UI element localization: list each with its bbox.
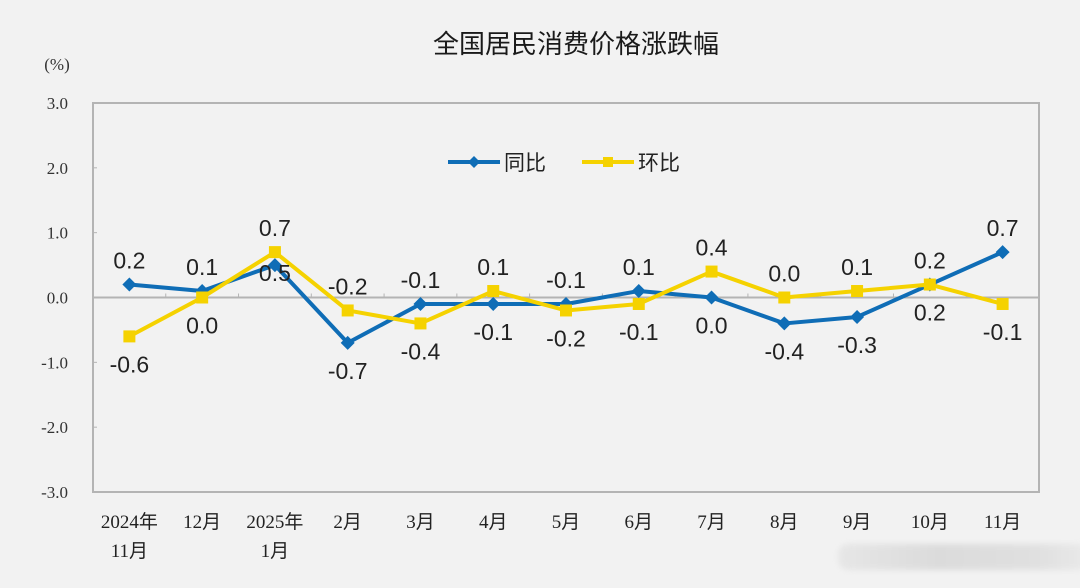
square-marker: [632, 297, 645, 310]
x-tick-label: 7月: [697, 512, 726, 533]
diamond-marker: [340, 335, 355, 350]
diamond-marker: [413, 296, 428, 311]
x-tick-label: 11月: [111, 541, 148, 562]
diamond-marker: [631, 284, 646, 299]
data-label: 0.1: [623, 254, 655, 280]
data-label: 0.7: [259, 215, 291, 241]
y-tick-label: -2.0: [41, 418, 68, 437]
data-label: -0.1: [546, 267, 586, 293]
y-tick-label: 1.0: [47, 224, 68, 243]
data-label: 0.0: [768, 261, 800, 287]
x-tick-label: 9月: [843, 512, 872, 533]
data-label: -0.1: [619, 319, 659, 345]
blurred-watermark: [838, 544, 1080, 570]
data-label: 0.5: [259, 260, 291, 286]
legend: 同比 环比: [448, 152, 680, 175]
square-marker: [341, 304, 354, 317]
square-marker: [778, 291, 791, 304]
legend-label: 同比: [504, 152, 546, 175]
square-marker: [560, 304, 572, 317]
square-marker: [414, 317, 427, 330]
legend-label: 环比: [638, 152, 680, 175]
y-tick-label: -3.0: [41, 483, 68, 502]
diamond-marker: [995, 245, 1010, 260]
square-marker: [705, 265, 718, 278]
data-label: -0.1: [401, 267, 441, 293]
x-tick-label: 4月: [479, 512, 508, 533]
square-marker: [487, 285, 500, 298]
data-label: -0.2: [546, 325, 586, 351]
y-axis-unit-label: (%): [44, 55, 69, 74]
data-label: 0.4: [696, 235, 728, 261]
series-layer: 0.2 0.1 0.5 -0.7 -0.1 -0.1 -0.1 0.1 0.0 -0.4 -0.3 0…: [110, 215, 1023, 384]
data-label: -0.2: [328, 273, 368, 299]
data-label: 0.0: [186, 313, 218, 339]
square-marker: [123, 330, 136, 343]
data-label: 0.2: [113, 248, 145, 274]
data-label: 0.1: [841, 254, 873, 280]
chart-title: 全国居民消费价格涨跌幅: [433, 29, 719, 59]
diamond-marker: [122, 277, 137, 292]
data-label: -0.6: [110, 351, 150, 377]
x-tick-label: 10月: [911, 512, 949, 533]
y-tick-label: -1.0: [41, 353, 68, 372]
square-marker: [923, 278, 936, 291]
data-label: -0.1: [983, 319, 1023, 345]
data-label: 0.2: [914, 300, 946, 326]
x-tick-label: 2月: [333, 512, 362, 533]
y-tick-label: 3.0: [47, 94, 68, 113]
x-tick-label: 1月: [261, 541, 290, 562]
series-mom: [123, 246, 1009, 343]
diamond-marker: [850, 309, 865, 324]
data-label: 0.7: [987, 215, 1019, 241]
square-marker: [996, 297, 1009, 310]
data-label: -0.1: [473, 319, 513, 345]
data-label: -0.4: [401, 338, 441, 364]
data-label: 0.2: [914, 248, 946, 274]
x-tick-label: 11月: [984, 512, 1021, 533]
data-label: -0.4: [764, 338, 804, 364]
x-axis: 2024年 11月 12月 2025年 1月 2月 3月 4月 5月 6月 7月 8月 9月 10月 11月: [101, 511, 1021, 562]
diamond-marker: [267, 258, 282, 273]
data-label: 0.1: [477, 254, 509, 280]
x-tick-label: 2024年: [101, 511, 158, 533]
y-tick-label: 2.0: [47, 159, 68, 178]
x-tick-label: 12月: [183, 512, 221, 533]
data-label: 0.1: [186, 254, 218, 280]
square-marker: [196, 291, 209, 304]
x-tick-label: 2025年: [246, 511, 303, 533]
x-tick-label: 8月: [770, 512, 799, 533]
data-label: -0.3: [837, 332, 877, 358]
x-tick-label: 3月: [406, 512, 435, 533]
diamond-marker: [704, 290, 719, 305]
legend-square-icon: [603, 157, 613, 167]
y-tick-label: 0.0: [47, 289, 68, 308]
x-tick-label: 6月: [625, 512, 654, 533]
square-marker: [268, 246, 281, 259]
x-tick-label: 5月: [552, 512, 581, 533]
data-label: 0.0: [696, 313, 728, 339]
square-marker: [851, 285, 864, 298]
diamond-marker: [777, 316, 792, 331]
diamond-marker: [486, 296, 501, 311]
data-label: -0.7: [328, 358, 368, 384]
legend-diamond-icon: [468, 156, 480, 168]
y-axis: 3.0 2.0 1.0 0.0 -1.0 -2.0 -3.0: [41, 94, 97, 502]
